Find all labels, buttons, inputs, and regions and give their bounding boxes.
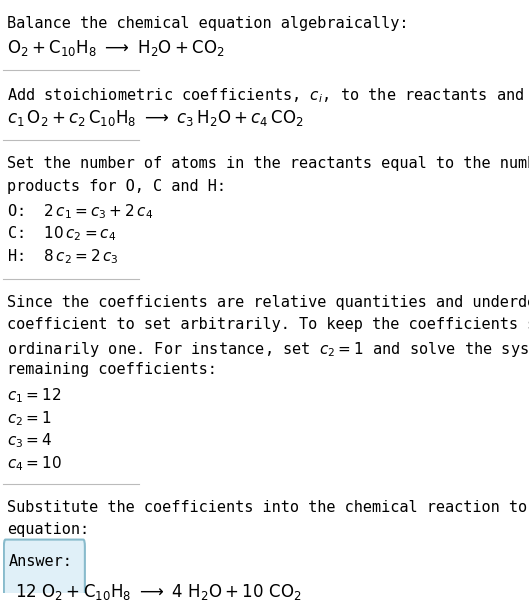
Text: $\mathit{c}_1 = 12$: $\mathit{c}_1 = 12$: [7, 387, 61, 405]
Text: equation:: equation:: [7, 522, 89, 537]
Text: Add stoichiometric coefficients, $\mathit{c}_i$, to the reactants and products:: Add stoichiometric coefficients, $\mathi…: [7, 86, 529, 105]
Text: remaining coefficients:: remaining coefficients:: [7, 362, 217, 377]
Text: $\mathit{c}_1\,\mathrm{O_2} + \mathit{c}_2\,\mathrm{C_{10}H_8}\ \longrightarrow : $\mathit{c}_1\,\mathrm{O_2} + \mathit{c}…: [7, 109, 304, 128]
Text: $\mathrm{12\ O_2 + C_{10}H_8 \ \longrightarrow \ 4\ H_2O + 10\ CO_2}$: $\mathrm{12\ O_2 + C_{10}H_8 \ \longrigh…: [15, 582, 302, 602]
Text: products for O, C and H:: products for O, C and H:: [7, 178, 226, 194]
Text: coefficient to set arbitrarily. To keep the coefficients small, the arbitrary va: coefficient to set arbitrarily. To keep …: [7, 317, 529, 332]
Text: $\mathit{c}_4 = 10$: $\mathit{c}_4 = 10$: [7, 454, 61, 473]
Text: $\mathit{c}_2 = 1$: $\mathit{c}_2 = 1$: [7, 409, 51, 428]
Text: Answer:: Answer:: [9, 554, 73, 569]
Text: C:  $10\,\mathit{c}_2 = \mathit{c}_4$: C: $10\,\mathit{c}_2 = \mathit{c}_4$: [7, 225, 116, 243]
Text: $\mathit{c}_3 = 4$: $\mathit{c}_3 = 4$: [7, 432, 52, 450]
Text: Substitute the coefficients into the chemical reaction to obtain the balanced: Substitute the coefficients into the che…: [7, 500, 529, 515]
Text: ordinarily one. For instance, set $\mathit{c}_2 = 1$ and solve the system of equ: ordinarily one. For instance, set $\math…: [7, 339, 529, 359]
Text: O:  $2\,\mathit{c}_1 = \mathit{c}_3 + 2\,\mathit{c}_4$: O: $2\,\mathit{c}_1 = \mathit{c}_3 + 2\,…: [7, 202, 153, 221]
Text: $\mathrm{O_2 + C_{10}H_8 \ \longrightarrow \ H_2O + CO_2}$: $\mathrm{O_2 + C_{10}H_8 \ \longrightarr…: [7, 38, 224, 58]
Text: Since the coefficients are relative quantities and underdetermined, choose a: Since the coefficients are relative quan…: [7, 295, 529, 310]
Text: Balance the chemical equation algebraically:: Balance the chemical equation algebraica…: [7, 16, 408, 31]
FancyBboxPatch shape: [4, 540, 85, 607]
Text: H:  $8\,\mathit{c}_2 = 2\,\mathit{c}_3$: H: $8\,\mathit{c}_2 = 2\,\mathit{c}_3$: [7, 247, 118, 266]
Text: Set the number of atoms in the reactants equal to the number of atoms in the: Set the number of atoms in the reactants…: [7, 156, 529, 171]
